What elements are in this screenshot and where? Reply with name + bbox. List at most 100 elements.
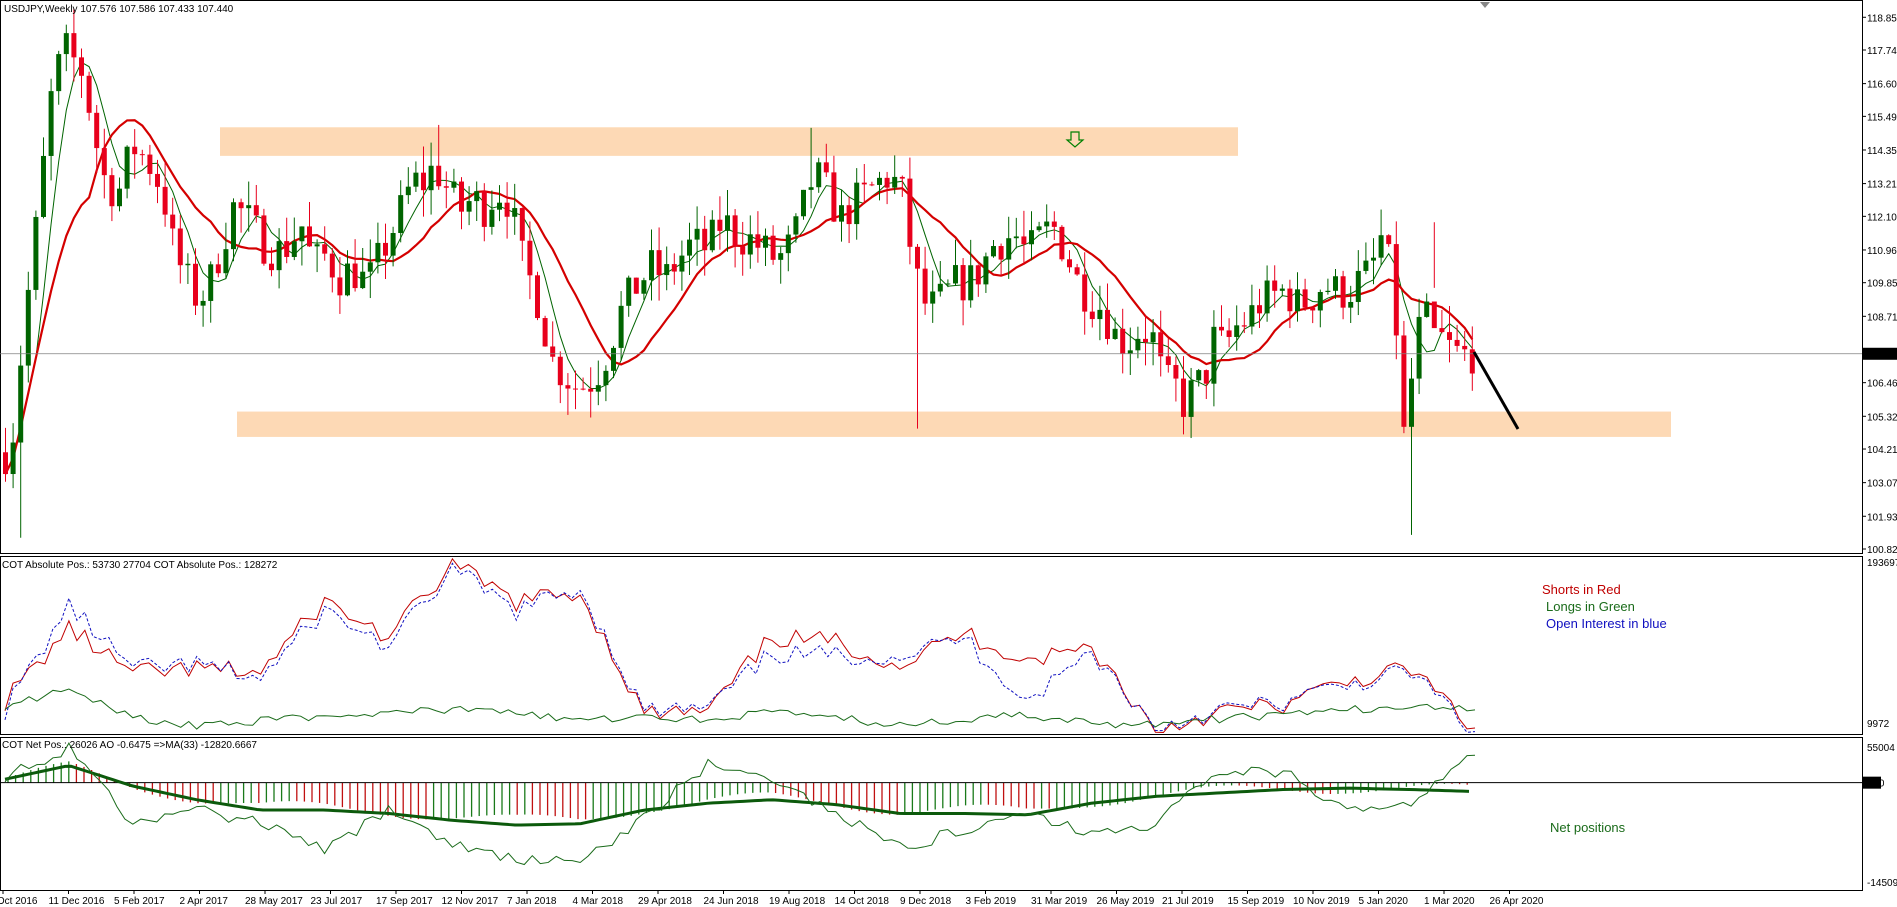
slow-ma-line bbox=[4, 119, 1474, 475]
candle-body bbox=[1074, 267, 1080, 275]
candle-body bbox=[770, 235, 776, 260]
candle-body bbox=[732, 215, 738, 247]
time-label: 26 May 2019 bbox=[1097, 896, 1155, 907]
candle-body bbox=[930, 291, 936, 304]
candle-body bbox=[1226, 330, 1232, 337]
candle-body bbox=[1006, 238, 1012, 260]
candle-body bbox=[991, 246, 996, 257]
candle-body bbox=[747, 234, 753, 255]
candle-body bbox=[352, 263, 358, 289]
candle-body bbox=[193, 263, 198, 306]
net-ma33-line bbox=[4, 764, 1470, 827]
candle-body bbox=[497, 202, 502, 210]
cot-lines bbox=[4, 557, 1476, 733]
net-position-line bbox=[4, 742, 1476, 866]
candle-body bbox=[79, 57, 84, 76]
candle-body bbox=[626, 277, 632, 306]
candle-body bbox=[960, 265, 966, 301]
candle-body bbox=[428, 165, 434, 191]
candle-body bbox=[785, 234, 791, 254]
candle-body bbox=[1127, 350, 1133, 354]
candle-body bbox=[793, 216, 799, 235]
candle-body bbox=[595, 385, 601, 392]
candle-body bbox=[603, 370, 609, 386]
candle-body bbox=[1416, 316, 1422, 379]
cot-panel-frame bbox=[0, 556, 1863, 735]
candle-body bbox=[1469, 349, 1475, 374]
candle-body bbox=[398, 195, 404, 234]
candle-body bbox=[436, 165, 442, 187]
longs-line bbox=[4, 688, 1476, 730]
time-label: 7 Jan 2018 bbox=[507, 896, 557, 907]
candle-body bbox=[512, 208, 518, 217]
net-header: COT Net Pos.: 26026 AO -0.6475 =>MA(33) … bbox=[2, 740, 257, 751]
candle-body bbox=[588, 388, 594, 392]
down-arrow-icon bbox=[1065, 131, 1085, 148]
candle-body bbox=[215, 264, 221, 274]
candle-body bbox=[18, 365, 24, 443]
price-tick-label: 114.350 bbox=[1867, 146, 1897, 157]
candle-body bbox=[1158, 332, 1164, 357]
candle-body bbox=[1097, 309, 1103, 320]
candle-body bbox=[968, 265, 974, 301]
candle-body bbox=[861, 182, 867, 185]
candle-body bbox=[474, 191, 480, 202]
price-tick-label: 116.600 bbox=[1867, 80, 1897, 91]
candle-body bbox=[314, 244, 320, 247]
candle-body bbox=[360, 271, 366, 289]
candle-body bbox=[1317, 291, 1323, 311]
candle-body bbox=[1234, 325, 1240, 337]
candle-body bbox=[1165, 356, 1171, 366]
price-tick-label: 101.930 bbox=[1867, 512, 1897, 523]
candle-body bbox=[246, 205, 252, 209]
candle-body bbox=[808, 187, 814, 190]
candle-body bbox=[466, 201, 472, 212]
candle-body bbox=[922, 268, 928, 304]
candle-body bbox=[550, 346, 556, 357]
candle-body bbox=[481, 191, 487, 227]
price-tick-label: 106.460 bbox=[1867, 379, 1897, 390]
candle-body bbox=[1105, 309, 1110, 339]
price-tick-label: 110.960 bbox=[1867, 246, 1897, 257]
candle-body bbox=[884, 177, 890, 188]
time-label: 2 Apr 2017 bbox=[180, 896, 229, 907]
candle-body bbox=[177, 228, 183, 266]
candle-body bbox=[25, 289, 31, 366]
net-lines bbox=[0, 742, 1862, 866]
main-header: USDJPY,Weekly 107.576 107.586 107.433 10… bbox=[4, 4, 234, 15]
support-zone bbox=[237, 411, 1671, 437]
candle-body bbox=[846, 205, 852, 225]
candle-body bbox=[1211, 326, 1217, 384]
candle-body bbox=[1333, 276, 1338, 291]
candle-body bbox=[147, 154, 153, 174]
candle-body bbox=[1082, 274, 1088, 312]
candle-body bbox=[573, 388, 578, 390]
moving-average-lines bbox=[4, 61, 1474, 475]
candle-body bbox=[915, 246, 920, 269]
fast-ma-line bbox=[5, 61, 1473, 475]
candle-body bbox=[945, 283, 951, 285]
legend-longs: Longs in Green bbox=[1546, 599, 1635, 614]
candle-body bbox=[208, 264, 214, 301]
time-label: 26 Apr 2020 bbox=[1490, 896, 1544, 907]
overlays bbox=[0, 131, 1862, 430]
time-label: 3 Feb 2019 bbox=[966, 896, 1017, 907]
candle-body bbox=[611, 347, 616, 371]
candle-body bbox=[694, 228, 700, 240]
candle-body bbox=[709, 219, 715, 251]
candle-body bbox=[1272, 280, 1278, 291]
candle-body bbox=[1241, 325, 1247, 327]
candle-body bbox=[998, 246, 1004, 260]
legend-open-interest: Open Interest in blue bbox=[1546, 616, 1667, 631]
candle-body bbox=[1355, 270, 1361, 302]
net-tick-label: 55004 bbox=[1867, 743, 1895, 754]
time-label: 10 Nov 2019 bbox=[1293, 896, 1350, 907]
candle-body bbox=[504, 202, 510, 217]
candle-body bbox=[823, 162, 829, 173]
candle-body bbox=[1279, 288, 1285, 291]
candle-body bbox=[253, 205, 259, 216]
price-tick-label: 112.100 bbox=[1867, 212, 1897, 223]
candle-body bbox=[1089, 311, 1095, 320]
price-tick-label: 104.210 bbox=[1867, 445, 1897, 456]
candle-body bbox=[907, 178, 913, 247]
